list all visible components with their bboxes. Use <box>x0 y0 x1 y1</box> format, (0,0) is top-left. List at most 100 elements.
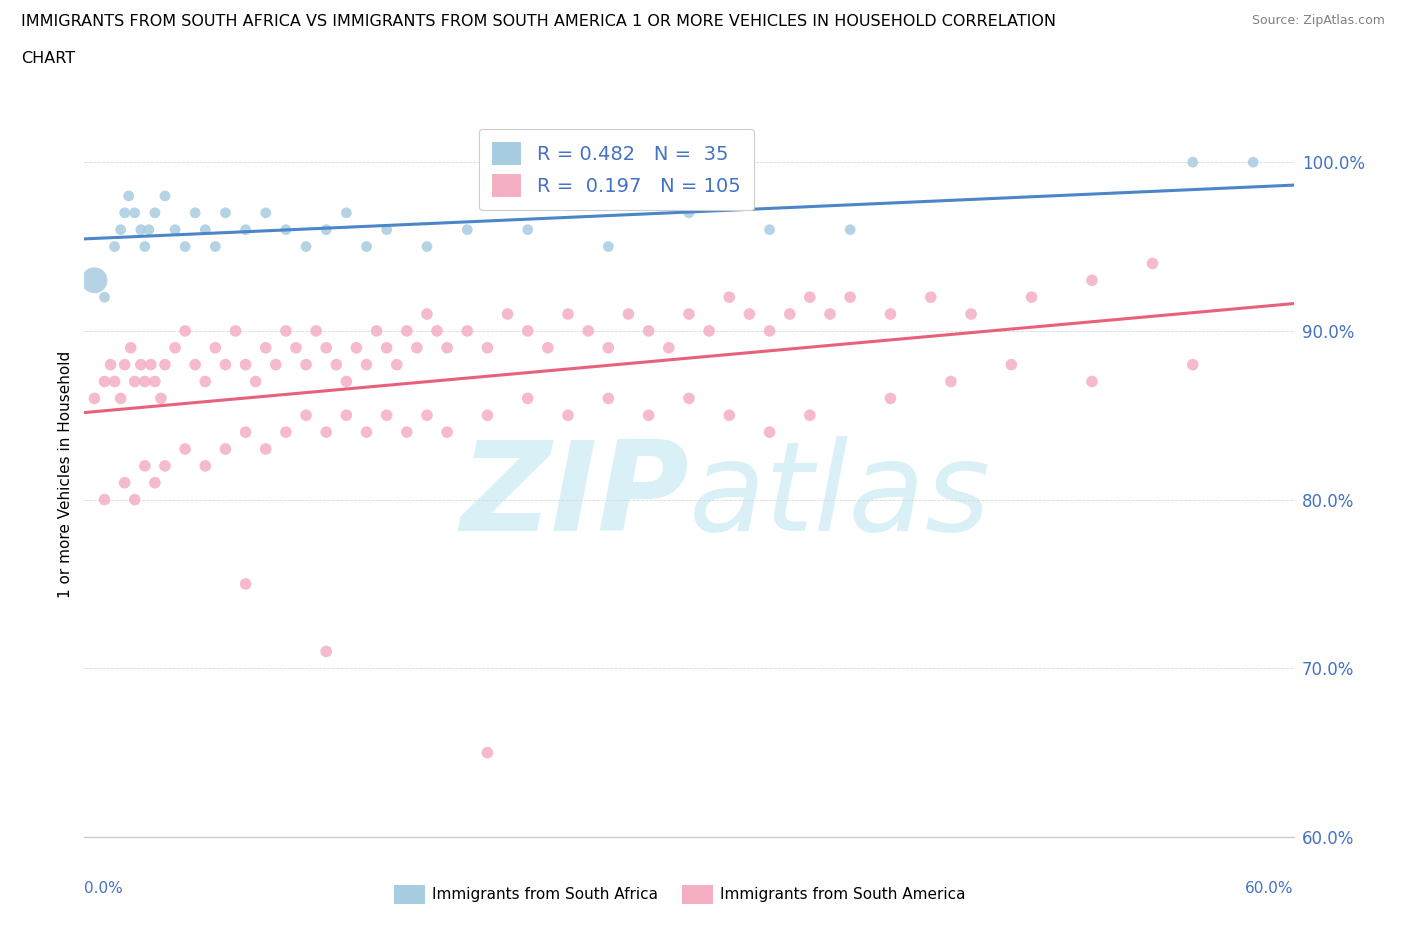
Point <box>149 391 172 405</box>
Text: CHART: CHART <box>21 51 75 66</box>
Text: Immigrants from South America: Immigrants from South America <box>720 887 966 902</box>
Point <box>366 324 388 339</box>
Point <box>537 340 560 355</box>
Point <box>93 290 115 305</box>
Point <box>315 222 337 237</box>
Point <box>456 324 478 339</box>
Point <box>204 239 226 254</box>
Point <box>153 357 176 372</box>
Point <box>879 391 901 405</box>
Point <box>799 408 821 423</box>
Point <box>214 357 236 372</box>
Point <box>617 307 640 322</box>
Point <box>254 206 277 220</box>
Point <box>245 374 267 389</box>
Legend: R = 0.482   N =  35, R =  0.197   N = 105: R = 0.482 N = 35, R = 0.197 N = 105 <box>478 128 754 210</box>
Point <box>879 307 901 322</box>
Point <box>1000 357 1022 372</box>
Point <box>120 340 142 355</box>
Point <box>385 357 408 372</box>
Point <box>395 425 418 440</box>
Point <box>235 357 257 372</box>
Point <box>285 340 308 355</box>
Point <box>274 425 297 440</box>
Point <box>100 357 122 372</box>
Point <box>114 206 136 220</box>
Point <box>356 239 378 254</box>
Point <box>124 492 146 507</box>
Point <box>477 340 499 355</box>
Point <box>678 307 700 322</box>
Point <box>375 222 398 237</box>
Point <box>678 391 700 405</box>
Text: atlas: atlas <box>689 435 991 556</box>
Point <box>436 425 458 440</box>
Point <box>134 374 156 389</box>
Point <box>235 425 257 440</box>
Point <box>758 324 780 339</box>
Text: ZIP: ZIP <box>460 435 689 556</box>
Text: 60.0%: 60.0% <box>1246 881 1294 896</box>
Point <box>1241 154 1264 169</box>
Point <box>143 206 166 220</box>
Point <box>184 357 207 372</box>
Point <box>174 324 197 339</box>
Point <box>758 425 780 440</box>
Text: IMMIGRANTS FROM SOUTH AFRICA VS IMMIGRANTS FROM SOUTH AMERICA 1 OR MORE VEHICLES: IMMIGRANTS FROM SOUTH AFRICA VS IMMIGRAN… <box>21 14 1056 29</box>
Point <box>718 290 741 305</box>
Point <box>557 408 579 423</box>
Point <box>375 340 398 355</box>
Point <box>315 644 337 658</box>
Point <box>153 189 176 204</box>
Point <box>598 391 620 405</box>
Point <box>114 475 136 490</box>
Point <box>598 340 620 355</box>
Point <box>138 222 160 237</box>
Point <box>295 357 318 372</box>
Point <box>83 272 105 287</box>
Point <box>818 307 841 322</box>
Point <box>305 324 328 339</box>
Point <box>254 442 277 457</box>
Point <box>426 324 449 339</box>
Point <box>235 222 257 237</box>
Point <box>264 357 287 372</box>
Text: Source: ZipAtlas.com: Source: ZipAtlas.com <box>1251 14 1385 27</box>
Point <box>406 340 429 355</box>
Point <box>83 391 105 405</box>
Point <box>335 408 357 423</box>
Point <box>799 290 821 305</box>
Point <box>214 206 236 220</box>
Point <box>516 391 538 405</box>
Point <box>1021 290 1043 305</box>
Point <box>174 239 197 254</box>
Point <box>658 340 681 355</box>
Text: Immigrants from South Africa: Immigrants from South Africa <box>432 887 658 902</box>
Point <box>274 222 297 237</box>
Point <box>416 307 439 322</box>
Point <box>174 442 197 457</box>
Point <box>143 475 166 490</box>
Point <box>315 340 337 355</box>
Point <box>960 307 983 322</box>
Point <box>839 290 862 305</box>
Point <box>1081 374 1104 389</box>
Point <box>315 425 337 440</box>
Point <box>598 239 620 254</box>
Point <box>295 239 318 254</box>
Point <box>104 239 127 254</box>
Point <box>110 391 132 405</box>
Point <box>1181 357 1204 372</box>
Point <box>416 408 439 423</box>
Point <box>134 239 156 254</box>
Point <box>129 222 152 237</box>
Point <box>637 408 659 423</box>
Point <box>839 222 862 237</box>
Point <box>194 458 217 473</box>
Point <box>165 222 187 237</box>
Point <box>295 408 318 423</box>
Point <box>436 340 458 355</box>
Point <box>335 374 357 389</box>
Point <box>139 357 162 372</box>
Point <box>779 307 801 322</box>
